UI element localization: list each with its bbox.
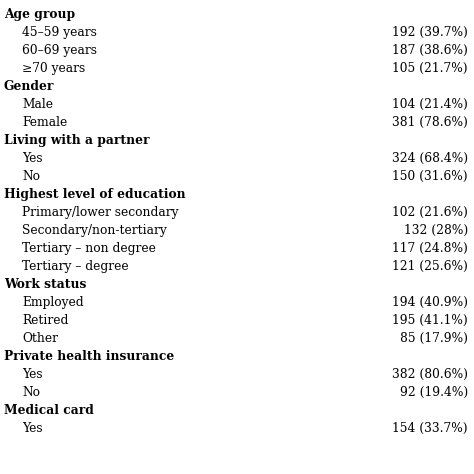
Text: Yes: Yes [22,152,43,165]
Text: Work status: Work status [4,278,86,291]
Text: 324 (68.4%): 324 (68.4%) [392,152,468,165]
Text: Tertiary – degree: Tertiary – degree [22,260,128,273]
Text: Employed: Employed [22,296,83,309]
Text: 117 (24.8%): 117 (24.8%) [392,242,468,255]
Text: Living with a partner: Living with a partner [4,134,149,147]
Text: 121 (25.6%): 121 (25.6%) [392,260,468,273]
Text: ≥70 years: ≥70 years [22,62,85,75]
Text: No: No [22,386,40,399]
Text: 104 (21.4%): 104 (21.4%) [392,98,468,111]
Text: 102 (21.6%): 102 (21.6%) [392,206,468,219]
Text: Secondary/non-tertiary: Secondary/non-tertiary [22,224,167,237]
Text: 154 (33.7%): 154 (33.7%) [392,422,468,435]
Text: Male: Male [22,98,53,111]
Text: 85 (17.9%): 85 (17.9%) [400,332,468,345]
Text: 195 (41.1%): 195 (41.1%) [392,314,468,327]
Text: 194 (40.9%): 194 (40.9%) [392,296,468,309]
Text: Highest level of education: Highest level of education [4,188,186,201]
Text: 92 (19.4%): 92 (19.4%) [400,386,468,399]
Text: Yes: Yes [22,422,43,435]
Text: Other: Other [22,332,58,345]
Text: Gender: Gender [4,80,55,93]
Text: 381 (78.6%): 381 (78.6%) [392,116,468,129]
Text: Female: Female [22,116,67,129]
Text: 45–59 years: 45–59 years [22,26,97,39]
Text: Retired: Retired [22,314,68,327]
Text: No: No [22,170,40,183]
Text: Tertiary – non degree: Tertiary – non degree [22,242,156,255]
Text: 382 (80.6%): 382 (80.6%) [392,368,468,381]
Text: 60–69 years: 60–69 years [22,44,97,57]
Text: 187 (38.6%): 187 (38.6%) [392,44,468,57]
Text: 150 (31.6%): 150 (31.6%) [392,170,468,183]
Text: Private health insurance: Private health insurance [4,350,174,363]
Text: 105 (21.7%): 105 (21.7%) [392,62,468,75]
Text: 132 (28%): 132 (28%) [404,224,468,237]
Text: Yes: Yes [22,368,43,381]
Text: Primary/lower secondary: Primary/lower secondary [22,206,179,219]
Text: 192 (39.7%): 192 (39.7%) [392,26,468,39]
Text: Medical card: Medical card [4,404,94,417]
Text: Age group: Age group [4,8,75,21]
